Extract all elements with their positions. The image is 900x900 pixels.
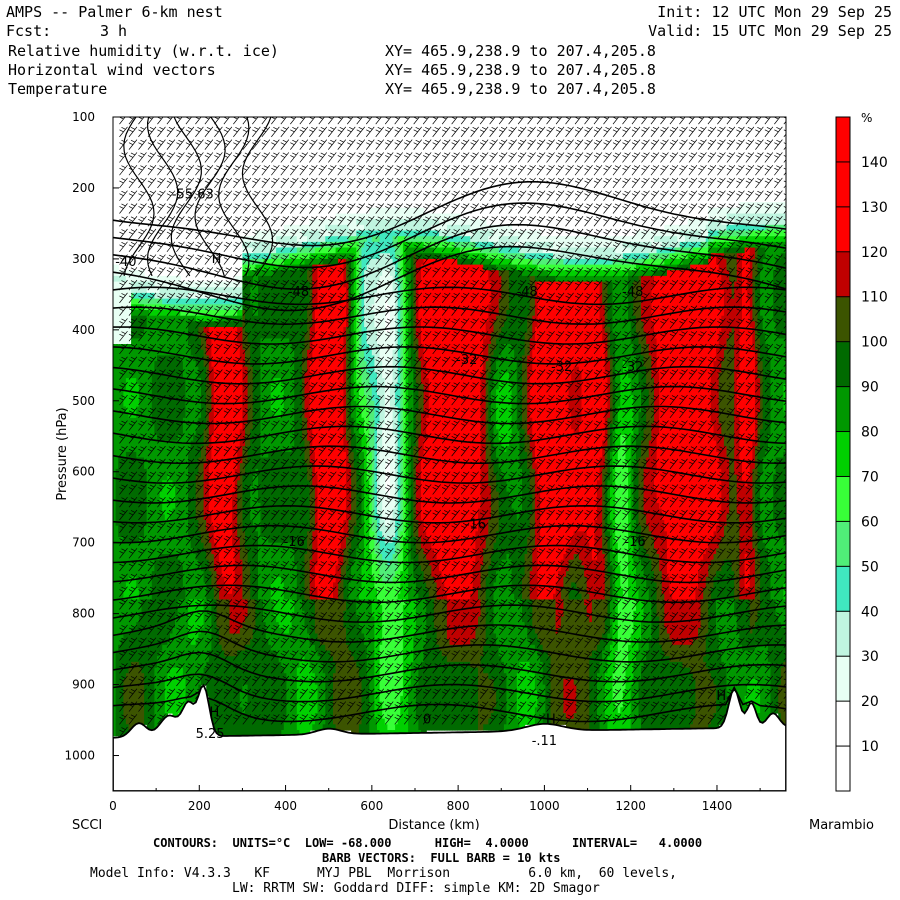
plot-area: -55.63-40-48 -48 -48-32 -32 -32-16-16-160-.1…	[113, 114, 792, 791]
cross-section-chart: -55.63-40-48 -48 -48-32 -32 -32-16-16-160-.1…	[0, 0, 900, 830]
